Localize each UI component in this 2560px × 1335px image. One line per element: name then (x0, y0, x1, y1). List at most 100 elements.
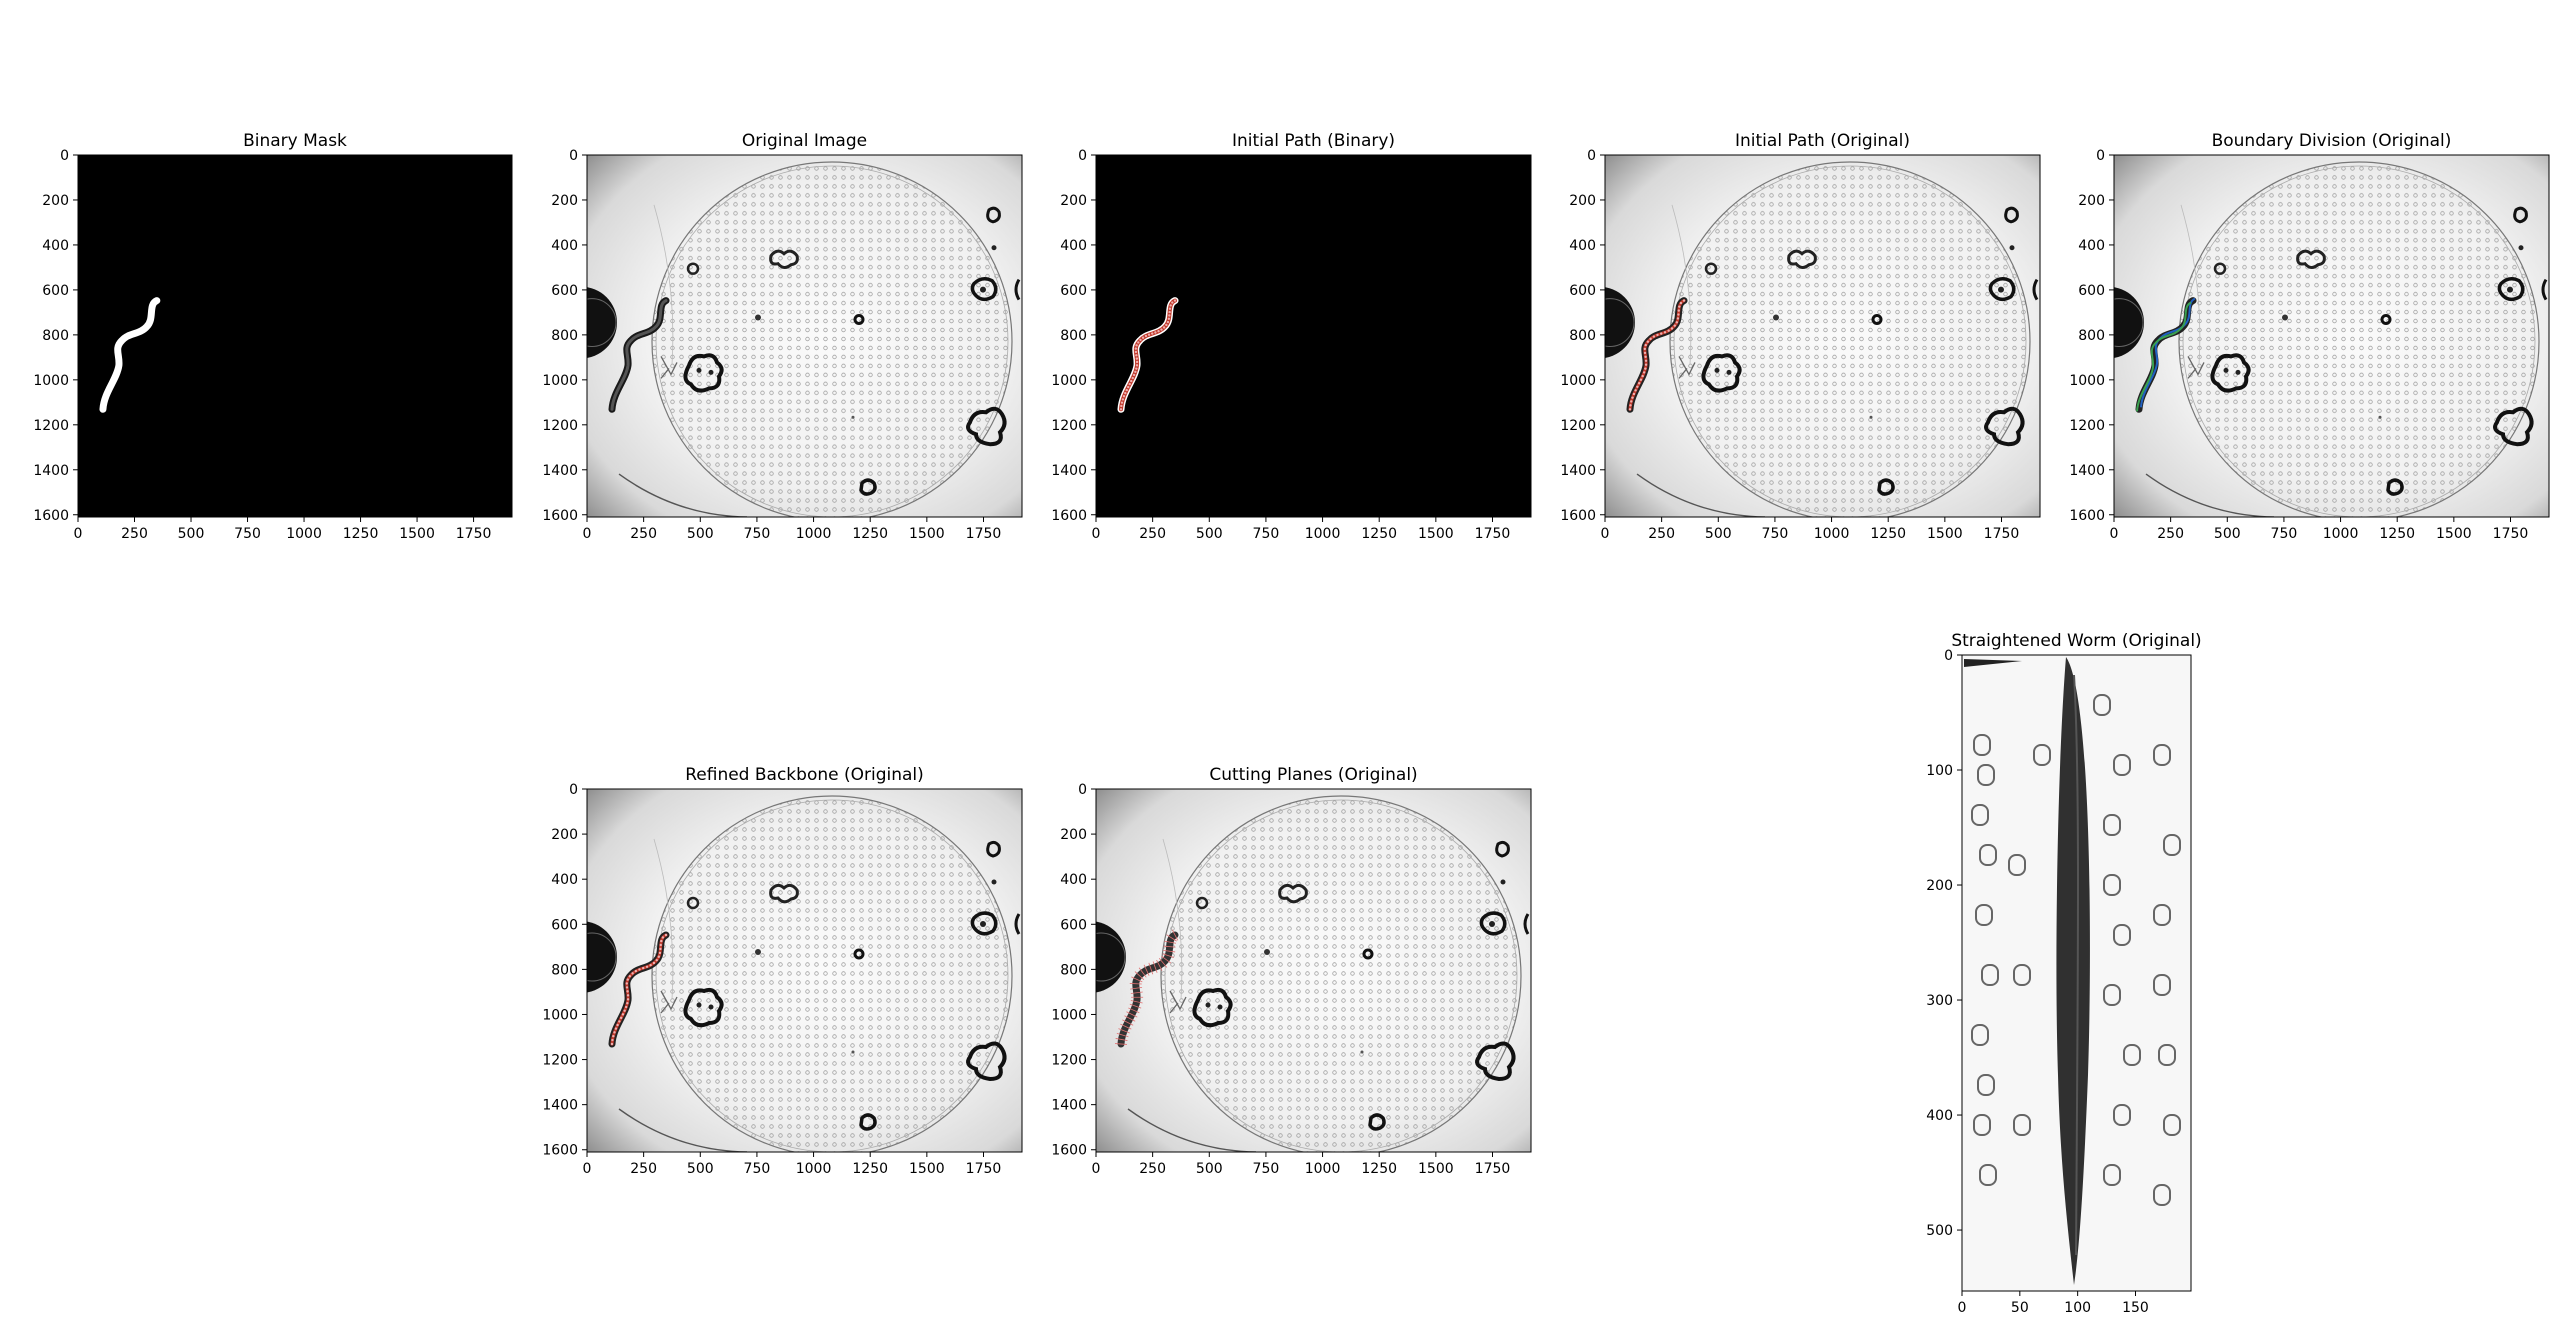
plate-hole (2033, 744, 2051, 766)
path-point (1636, 385, 1639, 388)
path-point (1151, 332, 1154, 335)
plate-hole (1977, 1074, 1995, 1096)
path-point (618, 1020, 621, 1023)
y-tick-label: 1000 (1051, 1007, 1087, 1023)
panel-straightened: Straightened Worm (Original)0 50 100 150010… (1926, 631, 2201, 1316)
x-tick-label: 500 (1196, 1161, 1223, 1177)
plate-hole (2013, 964, 2031, 986)
path-point (1637, 382, 1641, 385)
path-point (1120, 404, 1123, 408)
path-point (1630, 400, 1633, 403)
y-tick-label: 0 (1944, 648, 1953, 664)
y-tick-label: 400 (1060, 238, 1087, 254)
x-tick-label: 1250 (2379, 526, 2415, 542)
y-tick-label: 600 (551, 917, 578, 933)
y-tick-label: 600 (1569, 283, 1596, 299)
path-point (661, 936, 665, 939)
image-area (1054, 789, 1531, 1156)
panel-binary-path: Initial Path (Binary) 0 250 500 750 1000 1250 1… (1051, 131, 1532, 542)
x-tick-label: 1500 (909, 1161, 945, 1177)
x-tick-label: 750 (1253, 1161, 1280, 1177)
image-area (78, 155, 512, 517)
path-point (1127, 385, 1130, 389)
path-point (624, 1005, 628, 1009)
x-tick-label: 0 (1092, 1161, 1101, 1177)
y-tick-label: 1200 (542, 418, 578, 434)
plate-hole (1973, 1114, 1991, 1136)
path-point (626, 998, 630, 1001)
y-tick-label: 200 (1569, 193, 1596, 209)
x-tick-label: 1250 (343, 526, 379, 542)
path-point (660, 939, 663, 943)
x-tick-label: 1750 (1984, 526, 2020, 542)
x-tick-label: 1500 (909, 526, 945, 542)
path-point (649, 963, 652, 967)
x-tick-label: 0 (583, 526, 592, 542)
y-tick-label: 1200 (1051, 418, 1087, 434)
x-tick-label: 1750 (456, 526, 492, 542)
path-point (1147, 333, 1151, 336)
y-tick-label: 400 (1926, 1108, 1953, 1124)
path-point (1139, 338, 1142, 342)
path-point (1168, 307, 1172, 310)
y-tick-label: 600 (1060, 917, 1087, 933)
path-point (631, 972, 634, 975)
y-tick-label: 1600 (542, 508, 578, 524)
plate-hole (2103, 984, 2121, 1006)
path-point (1135, 357, 1139, 360)
cutting-plane (1124, 1015, 1136, 1022)
plate-hole (2113, 924, 2131, 946)
x-tick-label: 0 (2110, 526, 2119, 542)
plate-image (1054, 789, 1531, 1156)
path-point (1168, 314, 1171, 317)
axes-frame (586, 788, 1023, 1153)
panel-title: Refined Backbone (Original) (685, 765, 924, 785)
cutting-plane (1130, 991, 1143, 994)
path-point (658, 951, 662, 955)
path-point (1169, 304, 1172, 307)
path-point (1644, 355, 1647, 359)
cutting-plane (1164, 940, 1177, 944)
x-tick-label: 1750 (966, 526, 1002, 542)
path-point (1171, 301, 1174, 304)
y-tick-label: 1200 (1051, 1053, 1087, 1069)
path-point (1157, 330, 1160, 333)
path-point (642, 966, 645, 970)
cutting-plane (1126, 1011, 1138, 1018)
x-tick-label: 1500 (399, 526, 435, 542)
y-tick-label: 1200 (1560, 418, 1596, 434)
y-tick-label: 1600 (33, 508, 69, 524)
x-tick-label: 0 (1092, 526, 1101, 542)
x-tick-label: 1000 (1305, 526, 1341, 542)
cutting-plane (1156, 959, 1163, 971)
y-tick-label: 800 (551, 328, 578, 344)
panel-plate-planes: Cutting Planes (Original) 0 250 500 750 1000 1… (1051, 765, 1532, 1177)
x-tick-label: 1500 (1418, 1161, 1454, 1177)
y-tick-label: 800 (1569, 328, 1596, 344)
path-point (1644, 367, 1647, 370)
path-point (1120, 401, 1124, 404)
cutting-plane (1163, 945, 1176, 948)
y-tick-label: 800 (1060, 962, 1087, 978)
x-tick-label: 1750 (966, 1161, 1002, 1177)
y-tick-label: 500 (1926, 1223, 1953, 1239)
path-point (616, 1023, 619, 1027)
x-tick-label: 1750 (1475, 1161, 1511, 1177)
x-tick-label: 250 (1139, 1161, 1166, 1177)
y-tick-label: 200 (2078, 193, 2105, 209)
plate-hole (1971, 804, 1989, 826)
path-point (613, 1031, 616, 1034)
x-tick-label: 0 (74, 526, 83, 542)
plate-hole (2163, 834, 2181, 856)
x-tick-label: 1000 (796, 1161, 832, 1177)
y-tick-label: 600 (551, 283, 578, 299)
path-point (1141, 336, 1145, 339)
plate-hole (1979, 1164, 1997, 1186)
path-point (1631, 396, 1634, 399)
path-point (664, 933, 668, 937)
x-tick-label: 750 (744, 1161, 771, 1177)
cutting-plane (1134, 971, 1145, 980)
cutting-plane (1129, 1003, 1142, 1009)
y-tick-label: 1200 (542, 1053, 578, 1069)
path-point (659, 943, 662, 947)
